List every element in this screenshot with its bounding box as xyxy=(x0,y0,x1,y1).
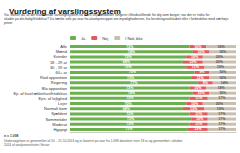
svg-text:11%: 11% xyxy=(195,96,203,100)
svg-text:73%: 73% xyxy=(127,76,135,80)
svg-text:Ja: Ja xyxy=(81,36,86,41)
svg-text:17%: 17% xyxy=(218,122,226,126)
svg-text:Mænd: Mænd xyxy=(55,49,67,55)
svg-text:70%: 70% xyxy=(124,102,132,106)
svg-text:Sommetider: Sommetider xyxy=(45,116,67,122)
svg-text:Vurdering af varslingssystem: Vurdering af varslingssystem xyxy=(9,6,121,16)
svg-text:11%: 11% xyxy=(195,122,203,126)
svg-text:20%: 20% xyxy=(216,102,224,106)
svg-text:16%: 16% xyxy=(219,70,227,74)
svg-text:10%: 10% xyxy=(194,45,202,49)
svg-text:18%: 18% xyxy=(217,86,225,90)
svg-text:Blå opposition: Blå opposition xyxy=(41,85,67,91)
svg-text:11%: 11% xyxy=(195,112,203,116)
svg-text:68%: 68% xyxy=(123,107,131,111)
svg-text:74%: 74% xyxy=(128,50,136,54)
svg-text:10%: 10% xyxy=(198,91,206,95)
svg-text:Hyppigt: Hyppigt xyxy=(53,127,67,132)
svg-text:Undersøgelsen er gennemført af: Undersøgelsen er gennemført af 10. - 21.… xyxy=(4,139,184,143)
svg-text:Normalt bom: Normalt bom xyxy=(44,106,67,112)
svg-text:priser: priser xyxy=(4,21,13,25)
svg-text:16%: 16% xyxy=(219,50,227,54)
svg-text:14%: 14% xyxy=(221,81,229,85)
svg-text:72%: 72% xyxy=(126,112,134,116)
svg-text:77%: 77% xyxy=(130,81,138,85)
svg-text:18 - 29 år: 18 - 29 år xyxy=(49,59,67,65)
svg-text:Alle: Alle xyxy=(60,44,67,50)
svg-text:19%: 19% xyxy=(217,65,225,69)
svg-text:18%: 18% xyxy=(217,45,225,49)
svg-text:20%: 20% xyxy=(216,60,224,64)
svg-text:10%: 10% xyxy=(198,50,206,54)
svg-text:13%: 13% xyxy=(190,107,198,111)
svg-text:Lejer: Lejer xyxy=(58,101,67,106)
svg-text:Kvinder: Kvinder xyxy=(53,54,67,60)
svg-text:17%: 17% xyxy=(218,117,226,121)
svg-text:Ejr. af hus/rækkehus/fritidshu: Ejr. af hus/rækkehus/fritidshus xyxy=(13,90,67,96)
svg-text:10%: 10% xyxy=(191,55,199,59)
svg-text:68%: 68% xyxy=(123,60,131,64)
svg-text:60+ år: 60+ år xyxy=(55,70,67,75)
svg-text:10%: 10% xyxy=(196,117,204,121)
svg-text:skader på din bolig/fritidshus: skader på din bolig/fritidshus? Du tænke… xyxy=(4,17,229,21)
svg-text:30 - 59 år: 30 - 59 år xyxy=(49,64,67,70)
svg-text:19%: 19% xyxy=(217,107,225,111)
svg-text:Sjældent: Sjældent xyxy=(51,111,67,117)
svg-text:17%: 17% xyxy=(218,96,226,100)
svg-text:70%: 70% xyxy=(124,55,132,59)
svg-text:11%: 11% xyxy=(192,65,200,69)
svg-text:12%: 12% xyxy=(194,127,202,131)
svg-text:10%: 10% xyxy=(194,86,202,90)
svg-text:9%: 9% xyxy=(203,81,209,85)
svg-text:n = 1.098: n = 1.098 xyxy=(4,134,19,138)
svg-text:Moderat: Moderat xyxy=(52,121,67,127)
svg-text:72%: 72% xyxy=(126,86,134,90)
svg-text:73%: 73% xyxy=(127,117,135,121)
svg-text:9%: 9% xyxy=(199,70,205,74)
svg-text:Regering: Regering xyxy=(50,80,67,86)
svg-text:17%: 17% xyxy=(218,112,226,116)
svg-text:Ga: Mener du, at det nuværende: Ga: Mener du, at det nuværende varslings… xyxy=(4,13,210,17)
svg-text:16%: 16% xyxy=(219,91,227,95)
svg-text:17%: 17% xyxy=(218,127,226,131)
svg-text:74%: 74% xyxy=(128,91,136,95)
svg-text:Rød opposition: Rød opposition xyxy=(40,75,67,81)
svg-text:11%: 11% xyxy=(197,76,205,80)
svg-text:Nej: Nej xyxy=(102,36,108,41)
svg-text:72%: 72% xyxy=(126,122,134,126)
svg-text:75%: 75% xyxy=(129,70,137,74)
svg-text:71%: 71% xyxy=(125,127,133,131)
svg-text:12%: 12% xyxy=(189,60,197,64)
svg-text:I Nok ikke: I Nok ikke xyxy=(125,36,143,41)
svg-text:10%: 10% xyxy=(191,102,199,106)
svg-text:2024 af analyseinstituttet Ver: 2024 af analyseinstituttet Verian. xyxy=(4,143,50,147)
svg-text:72%: 72% xyxy=(126,96,134,100)
svg-text:72%: 72% xyxy=(126,45,134,49)
svg-text:16%: 16% xyxy=(219,76,227,80)
svg-text:70%: 70% xyxy=(124,65,132,69)
svg-text:20%: 20% xyxy=(216,55,224,59)
svg-text:Ejre. af lejlighed: Ejre. af lejlighed xyxy=(38,95,67,101)
